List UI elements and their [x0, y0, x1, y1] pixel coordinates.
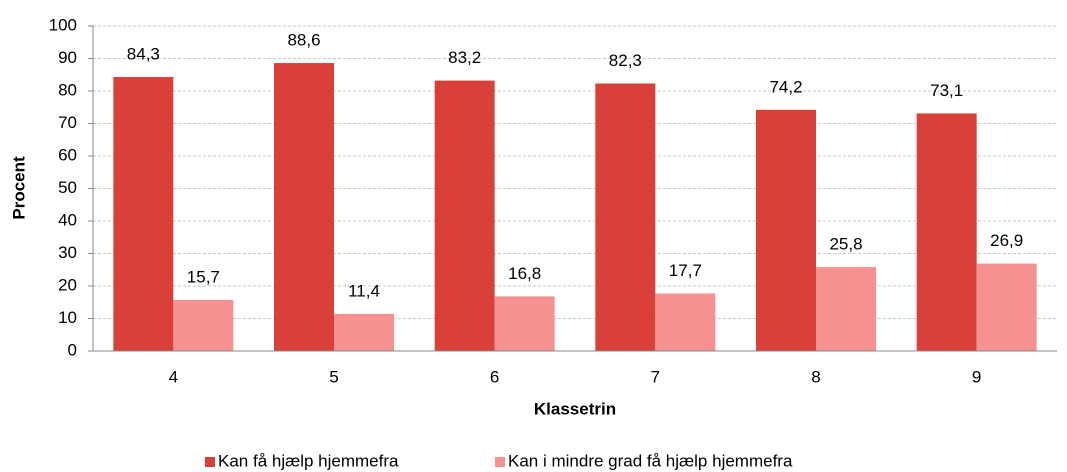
bar — [595, 83, 656, 352]
y-tick-label: 0 — [68, 340, 77, 359]
bar — [434, 80, 495, 351]
y-tick-label: 70 — [58, 113, 77, 132]
value-label: 17,7 — [669, 261, 702, 280]
bar — [274, 63, 334, 352]
value-label: 15,7 — [187, 267, 220, 286]
bar — [655, 293, 716, 351]
value-label: 25,8 — [829, 235, 862, 254]
value-label: 84,3 — [127, 45, 160, 64]
value-label: 88,6 — [287, 31, 320, 50]
y-tick-label: 10 — [58, 308, 77, 327]
value-label: 16,8 — [508, 264, 541, 283]
legend-swatch — [495, 457, 505, 467]
y-tick-label: 100 — [49, 15, 77, 34]
x-tick-label: 8 — [811, 367, 820, 386]
bar — [334, 313, 394, 351]
legend-label: Kan i mindre grad få hjælp hjemmefra — [508, 451, 793, 470]
bar — [976, 263, 1037, 351]
bar — [113, 77, 174, 352]
x-tick-label: 5 — [329, 367, 338, 386]
x-axis-label: Klassetrin — [534, 399, 616, 418]
value-label: 73,1 — [930, 81, 963, 100]
bar — [916, 113, 977, 351]
y-tick-label: 60 — [58, 145, 77, 164]
y-tick-label: 40 — [58, 210, 77, 229]
legend-swatch — [205, 457, 215, 467]
bar — [816, 267, 876, 351]
value-label: 82,3 — [609, 51, 642, 70]
y-tick-label: 90 — [58, 48, 77, 67]
y-tick-label: 20 — [58, 275, 77, 294]
bar — [173, 299, 234, 351]
x-tick-label: 6 — [490, 367, 499, 386]
bar — [756, 109, 816, 351]
bar — [494, 296, 555, 351]
y-tick-label: 80 — [58, 80, 77, 99]
x-tick-label: 4 — [169, 367, 178, 386]
value-label: 11,4 — [348, 281, 380, 300]
legend-label: Kan få hjælp hjemmefra — [218, 451, 399, 470]
value-label: 83,2 — [448, 48, 481, 67]
value-label: 74,2 — [769, 77, 802, 96]
x-tick-label: 7 — [651, 367, 660, 386]
y-axis-label: Procent — [9, 156, 28, 220]
value-label: 26,9 — [990, 231, 1023, 250]
x-tick-label: 9 — [972, 367, 981, 386]
y-tick-label: 30 — [58, 243, 77, 262]
y-tick-label: 50 — [58, 178, 77, 197]
